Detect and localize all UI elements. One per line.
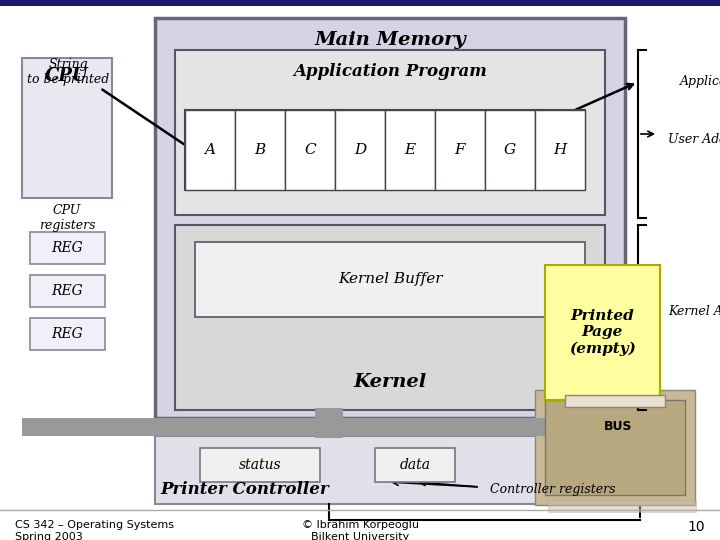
- Text: REG: REG: [52, 284, 84, 298]
- Text: C: C: [304, 143, 316, 157]
- Text: H: H: [554, 143, 567, 157]
- Text: data: data: [400, 458, 431, 472]
- Bar: [485, 110, 535, 190]
- Text: REG: REG: [52, 241, 84, 255]
- Bar: [335, 110, 385, 190]
- Text: A: A: [204, 143, 215, 157]
- Text: BUS: BUS: [603, 421, 632, 434]
- Text: User Address Space: User Address Space: [668, 133, 720, 146]
- Bar: [545, 265, 660, 400]
- Bar: [185, 110, 235, 190]
- Text: © Ibrahim Korpeoglu
Bilkent University: © Ibrahim Korpeoglu Bilkent University: [302, 520, 418, 540]
- Bar: [548, 500, 696, 512]
- Text: 10: 10: [688, 520, 705, 534]
- Text: Controller registers: Controller registers: [490, 483, 616, 496]
- Bar: [535, 110, 585, 190]
- Bar: [375, 448, 455, 482]
- Bar: [155, 18, 625, 418]
- Bar: [285, 110, 335, 190]
- Bar: [235, 110, 285, 190]
- Text: REG: REG: [52, 327, 84, 341]
- Bar: [30, 232, 105, 264]
- Text: CPU
registers: CPU registers: [39, 204, 95, 232]
- Bar: [30, 318, 105, 350]
- Bar: [185, 110, 585, 190]
- Text: B: B: [254, 143, 266, 157]
- Bar: [22, 418, 637, 436]
- Bar: [22, 58, 112, 198]
- Text: Kernel: Kernel: [354, 373, 426, 391]
- Bar: [435, 110, 485, 190]
- Bar: [535, 390, 695, 505]
- Bar: [565, 395, 665, 407]
- Text: Application Buffer: Application Buffer: [680, 76, 720, 89]
- Text: status: status: [239, 458, 282, 472]
- Text: Printer Controller: Printer Controller: [161, 482, 329, 498]
- Bar: [545, 400, 685, 495]
- Bar: [175, 50, 605, 215]
- Text: Printed
Page
(empty): Printed Page (empty): [569, 309, 636, 356]
- Bar: [175, 225, 605, 410]
- Text: Main Memory: Main Memory: [314, 31, 466, 49]
- Bar: [155, 436, 635, 504]
- Bar: [0, 0, 720, 6]
- Bar: [385, 110, 435, 190]
- Bar: [200, 448, 320, 482]
- Text: E: E: [405, 143, 415, 157]
- Text: CS 342 – Operating Systems
Spring 2003: CS 342 – Operating Systems Spring 2003: [15, 520, 174, 540]
- Bar: [30, 275, 105, 307]
- Text: CPU: CPU: [45, 67, 89, 85]
- Bar: [195, 242, 585, 317]
- Text: Kernel Buffer: Kernel Buffer: [338, 273, 442, 287]
- Text: G: G: [504, 143, 516, 157]
- Text: D: D: [354, 143, 366, 157]
- Text: Kernel Address Space: Kernel Address Space: [668, 306, 720, 319]
- Text: Application Program: Application Program: [293, 64, 487, 80]
- Text: F: F: [455, 143, 465, 157]
- Bar: [315, 408, 343, 438]
- Text: String
to be printed: String to be printed: [27, 58, 109, 86]
